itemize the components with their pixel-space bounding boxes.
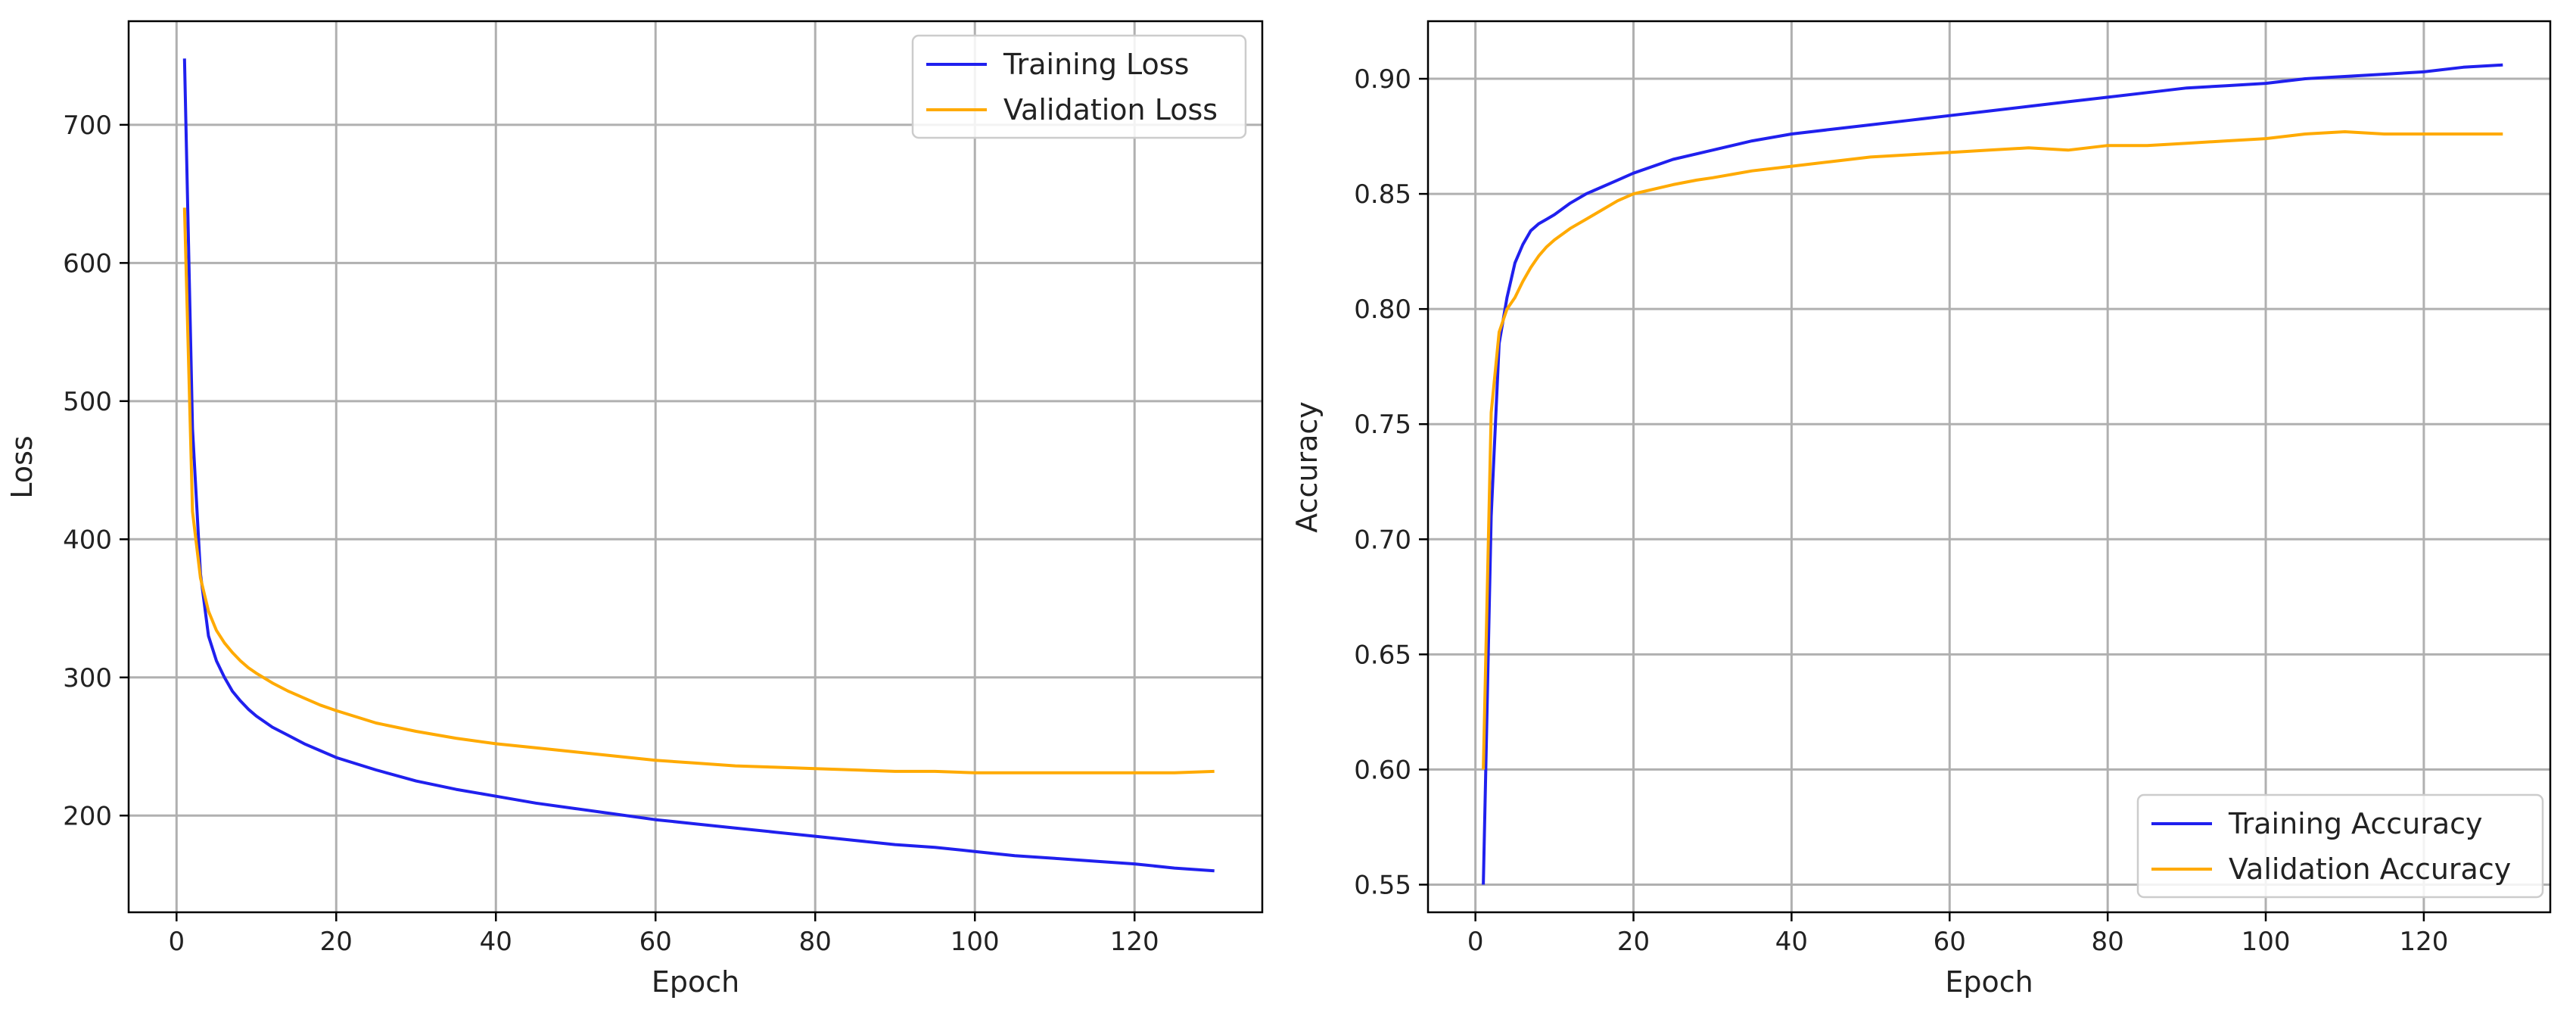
y-tick-label: 0.75 [1354,410,1411,440]
y-tick-label: 0.70 [1354,525,1411,555]
legend-label-1: Training Loss [1003,48,1189,81]
legend-label-2: Validation Accuracy [2229,852,2511,886]
series-line-2 [182,207,1215,774]
legend-label-2: Validation Loss [1003,93,1218,126]
x-tick-label: 20 [1617,927,1650,957]
y-tick-label: 400 [63,525,112,555]
x-tick-label: 100 [2242,927,2291,957]
x-axis-label: Epoch [652,965,739,999]
legend: Training Loss Validation Loss [911,34,1247,139]
plot-frame [127,20,1264,914]
series-line-1 [1482,63,2503,885]
y-axis-label: Accuracy [1290,401,1324,533]
y-tick-label: 0.65 [1354,640,1411,670]
x-tick-label: 60 [1934,927,1966,957]
y-tick-label: 600 [63,248,112,279]
x-tick-label: 0 [1467,927,1484,957]
y-tick-label: 0.55 [1354,871,1411,901]
series-line-1 [182,58,1215,873]
series-line-2 [1482,130,2503,770]
x-tick-label: 120 [1110,927,1159,957]
x-tick-label: 80 [2092,927,2124,957]
x-tick-label: 60 [639,927,672,957]
y-tick-label: 0.60 [1354,755,1411,785]
y-tick-label: 0.85 [1354,179,1411,210]
x-tick-label: 100 [950,927,1000,957]
chart-1: 0 20 40 60 80 100 120 200 300 400 500 600 700 Epoch Lo… [5,20,1264,999]
x-tick-label: 40 [1775,927,1808,957]
legend-box [2136,793,2544,899]
plot-frame [1426,20,2552,914]
y-tick-label: 0.80 [1354,295,1411,325]
legend-label-1: Training Accuracy [2228,807,2483,840]
y-tick-label: 300 [63,663,112,693]
x-tick-label: 80 [799,927,832,957]
x-tick-label: 0 [168,927,185,957]
x-tick-label: 20 [320,927,353,957]
chart-2: 0 20 40 60 80 100 120 0.55 0.60 0.65 0.70 0.75 0.80 0… [1290,20,2552,999]
y-tick-label: 200 [63,801,112,831]
y-tick-label: 700 [63,111,112,141]
legend-box [911,34,1247,139]
legend: Training Accuracy Validation Accuracy [2136,793,2544,899]
x-axis-label: Epoch [1945,965,2033,999]
y-axis-label: Loss [5,435,39,498]
y-tick-label: 0.90 [1354,64,1411,95]
x-tick-label: 40 [480,927,512,957]
x-tick-label: 120 [2399,927,2448,957]
y-tick-label: 500 [63,387,112,417]
